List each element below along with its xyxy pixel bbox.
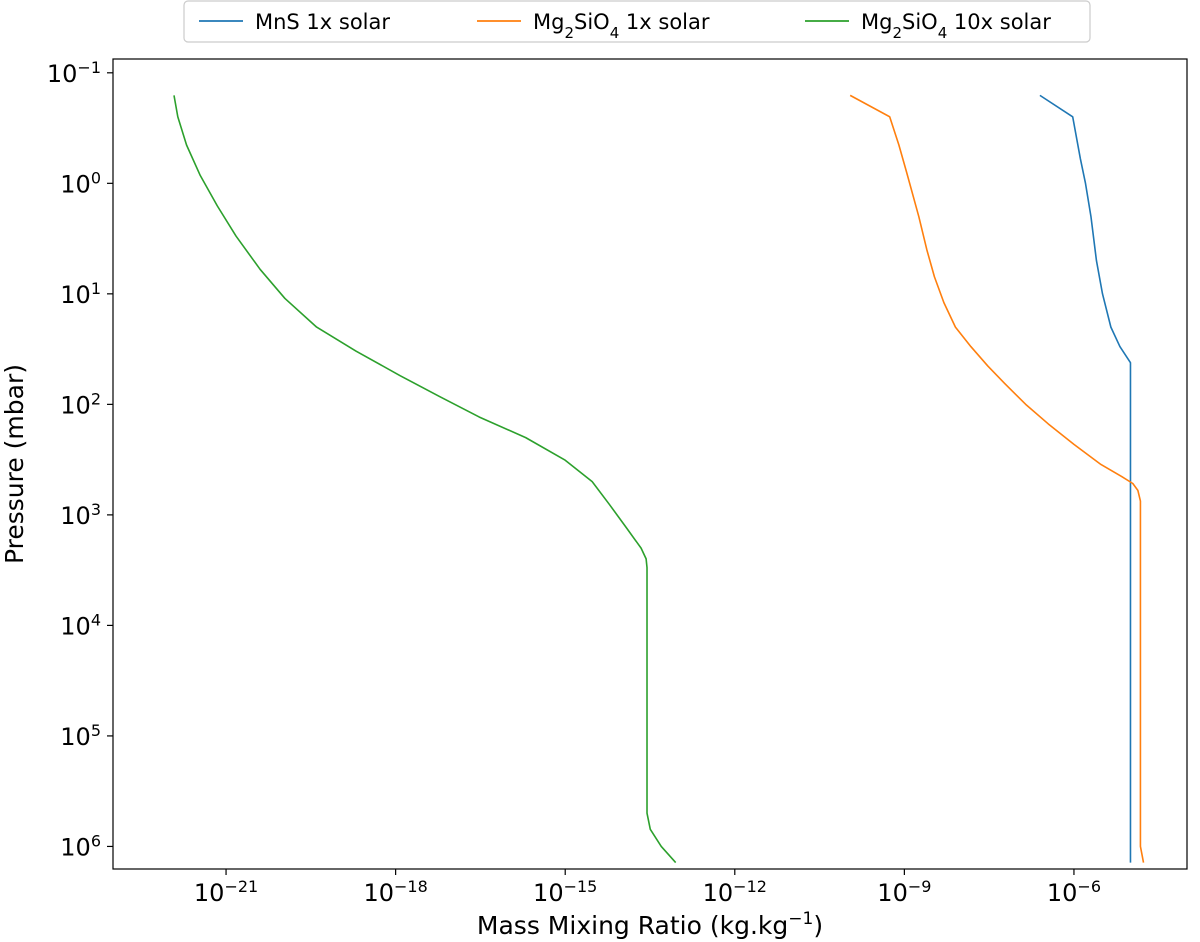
series-line-3 [173,95,677,864]
y-tick-label: 104 [60,610,101,641]
y-tick-label: 105 [60,720,101,751]
series-line-1 [1039,94,1132,863]
y-tick-label: 103 [60,499,101,530]
series-layer [173,94,1145,864]
y-tick-label: 10−1 [47,57,101,88]
legend-label-1: MnS 1x solar [255,10,390,34]
legend-label-3: Mg2SiO4 10x solar [861,10,1051,42]
legend-box [183,0,1091,43]
x-tick-label: 10−18 [363,877,427,908]
x-tick-label: 10−9 [877,877,931,908]
series-line-2 [849,94,1145,863]
x-tick-label: 10−12 [703,877,767,908]
legend: MnS 1x solar Mg2SiO4 1x solar Mg2SiO4 10x … [183,0,1091,43]
x-axis: 10−21 10−18 10−15 10−12 10−9 10−6 [194,869,1101,907]
y-axis: 10−1 100 101 102 103 104 105 106 [47,57,113,861]
legend-label-2: Mg2SiO4 1x solar [533,10,710,42]
x-axis-label: Mass Mixing Ratio (kg.kg−1) [477,909,823,940]
y-tick-label: 102 [60,389,101,420]
x-tick-label: 10−6 [1047,877,1101,908]
y-tick-label: 101 [60,278,101,309]
y-tick-label: 100 [60,168,101,199]
y-tick-label: 106 [60,831,101,862]
x-tick-label: 10−15 [533,877,597,908]
y-axis-label: Pressure (mbar) [0,364,29,564]
axes-frame [112,58,1188,870]
plot-area [112,58,1188,870]
x-tick-label: 10−21 [194,877,258,908]
